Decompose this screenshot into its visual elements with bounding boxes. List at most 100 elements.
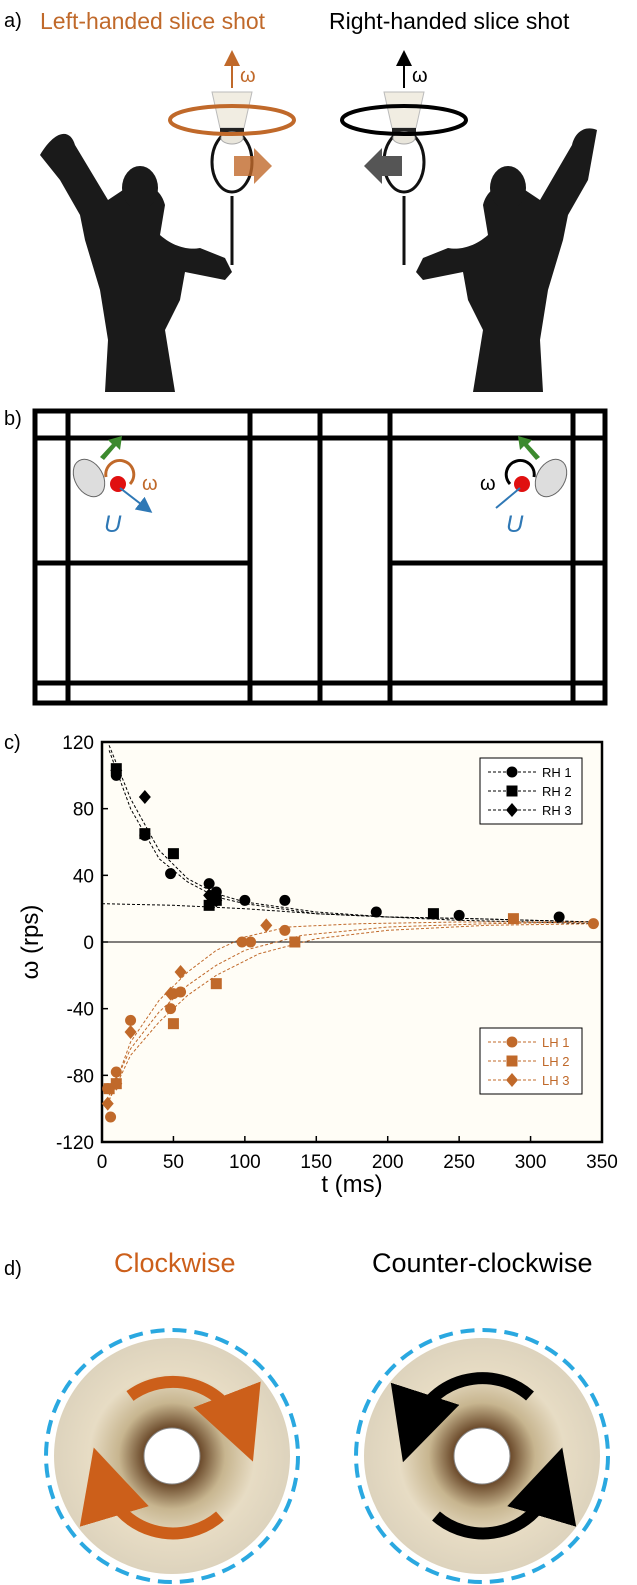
x-tick-label: 100 — [229, 1152, 261, 1173]
right-racket — [382, 130, 426, 265]
data-point-rh-1 — [239, 894, 251, 906]
right-shuttlecock — [383, 91, 425, 145]
panel-c-label: c) — [4, 732, 21, 754]
legend-label: LH 1 — [542, 1035, 569, 1050]
y-tick-label: -40 — [67, 1000, 94, 1021]
right-spin-arrow — [340, 104, 468, 136]
data-point-rh-3 — [210, 893, 223, 908]
left-handed-title: Left-handed slice shot — [40, 8, 266, 34]
left-court-velocity: U — [104, 511, 122, 538]
counter-clockwise-shuttle — [354, 1328, 610, 1584]
legend-marker — [506, 1073, 518, 1087]
left-motion-arrow — [234, 148, 272, 184]
fit-curve-5 — [108, 923, 595, 1101]
right-motion-arrow — [364, 148, 402, 184]
data-point-lh-1 — [105, 1111, 117, 1123]
data-point-lh-2 — [167, 1018, 179, 1030]
axis-ticks: 0 50 100 150 200 250 300 350 120 80 40 0 -40 -80 -120 — [56, 733, 618, 1173]
right-shot-marker: ω U — [480, 436, 568, 538]
data-point-lh-1 — [165, 1003, 177, 1015]
data-point-lh-3 — [174, 965, 187, 979]
legend-rh: RH 1 RH 2 RH 3 — [479, 757, 583, 825]
data-point-lh-3 — [164, 986, 177, 1001]
right-omega-symbol: ω — [412, 65, 428, 87]
x-tick-label: 350 — [586, 1152, 618, 1173]
data-point-lh-1 — [587, 918, 599, 930]
court-diagram: ω U ω U — [32, 408, 608, 706]
data-markers — [101, 763, 599, 1123]
data-point-lh-3 — [101, 1096, 114, 1111]
data-point-rh-1 — [553, 911, 565, 923]
x-axis-label: t (ms) — [321, 1171, 382, 1198]
legend-label: RH 2 — [542, 784, 572, 799]
counter-clockwise-arrow-lower — [432, 1447, 577, 1540]
data-point-lh-3 — [260, 918, 273, 933]
panel-b-label: b) — [4, 408, 22, 430]
x-tick-label: 150 — [300, 1152, 332, 1173]
panel-d-label: d) — [4, 1258, 22, 1280]
x-tick-label: 0 — [97, 1152, 108, 1173]
shuttle-rotation-illustration — [44, 1328, 610, 1584]
y-tick-label: -120 — [56, 1133, 94, 1154]
court-lines — [32, 408, 608, 706]
legend-marker — [506, 766, 518, 778]
data-point-lh-1 — [279, 924, 291, 936]
right-court-omega: ω — [480, 473, 496, 495]
panel-c: c) 0 50 100 150 200 250 300 350 120 80 40 0 -40 -80 -1… — [0, 714, 637, 1200]
legend-marker — [506, 1036, 518, 1048]
data-point-lh-2 — [289, 936, 301, 948]
x-tick-label: 200 — [372, 1152, 404, 1173]
shot-illustration: ω ω — [40, 50, 597, 392]
data-point-lh-1 — [110, 1066, 122, 1078]
data-point-rh-2 — [427, 908, 439, 920]
data-point-lh-2 — [210, 978, 222, 990]
legend-label: LH 3 — [542, 1073, 569, 1088]
data-point-lh-3 — [124, 1025, 137, 1039]
panel-b: b) ω U — [0, 392, 637, 714]
fit-curve-6 — [108, 921, 595, 1096]
data-point-lh-2 — [103, 1083, 115, 1095]
data-point-rh-1 — [279, 894, 291, 906]
x-tick-label: 50 — [163, 1152, 184, 1173]
left-omega-symbol: ω — [240, 65, 256, 87]
legend-marker — [506, 803, 518, 817]
panel-a-label: a) — [4, 10, 22, 32]
y-tick-label: 40 — [73, 866, 94, 887]
left-court-omega: ω — [142, 473, 158, 495]
y-axis-label: ω (rps) — [17, 905, 44, 980]
legend-marker — [506, 785, 518, 797]
left-spin-arrow — [168, 104, 296, 136]
y-tick-label: -80 — [67, 1066, 94, 1087]
clockwise-shuttle — [44, 1328, 300, 1584]
data-point-lh-3 — [110, 1076, 123, 1091]
legend-label: RH 3 — [542, 803, 572, 818]
data-point-rh-1 — [453, 909, 465, 921]
data-point-rh-1 — [203, 878, 215, 890]
legend-label: RH 1 — [542, 765, 572, 780]
data-point-rh-2 — [203, 899, 215, 911]
omega-vs-time-chart: 0 50 100 150 200 250 300 35012080400-40-80-120 … — [17, 733, 618, 1198]
clockwise-title: Clockwise — [114, 1248, 236, 1278]
y-tick-label: 0 — [83, 933, 94, 954]
panel-d: d) Clockwise Counter-clockwise — [0, 1200, 637, 1585]
data-point-rh-1 — [370, 906, 382, 918]
clockwise-arrow-lower — [79, 1447, 224, 1540]
data-point-rh-2 — [167, 848, 179, 860]
y-tick-label: 80 — [73, 800, 94, 821]
data-point-rh-1 — [165, 868, 177, 880]
left-shot-marker: ω U — [72, 436, 158, 538]
data-point-lh-1 — [236, 936, 248, 948]
legend-lh: LH 1 LH 2 LH 3 — [479, 1027, 583, 1095]
data-point-lh-1 — [125, 1014, 137, 1026]
legend-marker — [506, 1055, 518, 1067]
data-point-lh-1 — [245, 936, 257, 948]
left-player-silhouette — [40, 133, 232, 392]
left-racket — [210, 130, 254, 265]
right-player-silhouette — [416, 128, 597, 392]
data-point-rh-3 — [110, 763, 123, 778]
data-point-lh-2 — [507, 913, 519, 925]
data-point-lh-1 — [175, 986, 187, 998]
legend-label: LH 2 — [542, 1054, 569, 1069]
data-point-rh-3 — [138, 790, 151, 804]
x-tick-label: 250 — [443, 1152, 475, 1173]
